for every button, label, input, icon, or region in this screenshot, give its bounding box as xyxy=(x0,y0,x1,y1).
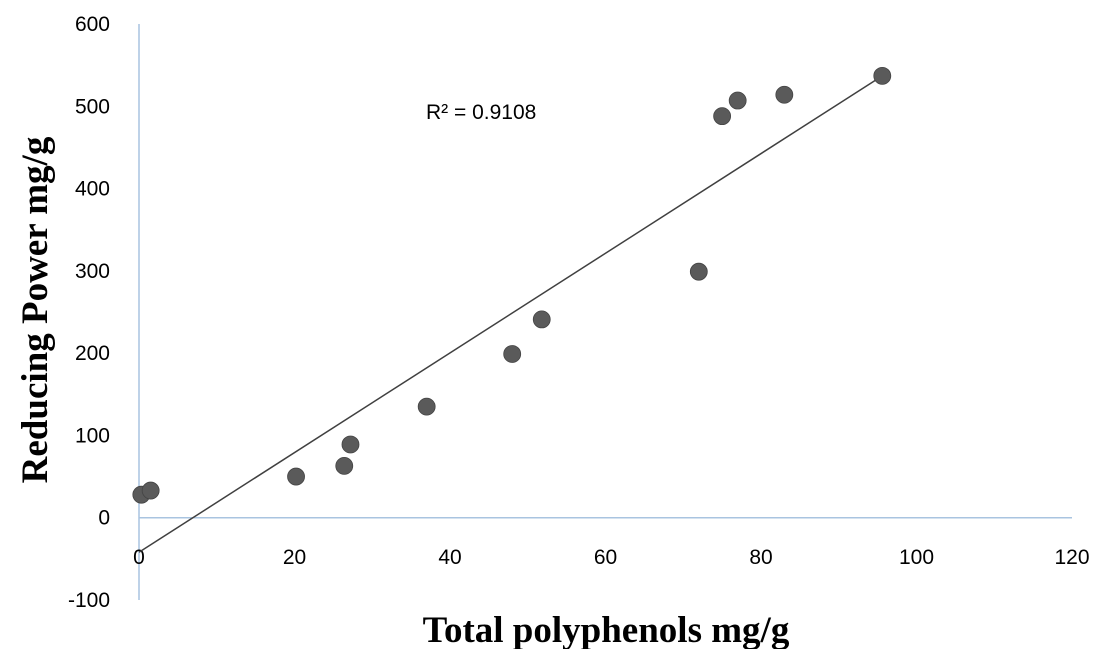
trendline-layer xyxy=(138,75,883,553)
tick-labels: 0 20 40 60 80 100 120 -100 0 100 200 300 400 500 600 xyxy=(68,13,1090,612)
y-tick-label-0: -100 xyxy=(68,589,110,612)
data-points xyxy=(132,66,892,504)
x-tick-label-4: 80 xyxy=(749,546,772,569)
y-tick-label-1: 0 xyxy=(98,507,110,530)
data-point-2 xyxy=(287,467,305,486)
y-tick-label-4: 300 xyxy=(75,260,110,283)
y-tick-label-3: 200 xyxy=(75,342,110,365)
axes xyxy=(138,24,1072,600)
data-point-4 xyxy=(341,435,360,454)
data-point-1 xyxy=(141,481,160,500)
data-point-11 xyxy=(775,85,794,104)
y-tick-label-6: 500 xyxy=(75,95,110,118)
data-point-3 xyxy=(335,456,354,475)
x-tick-label-3: 60 xyxy=(594,546,617,569)
y-axis-title: Reducing Power mg/g xyxy=(15,136,56,483)
data-point-9 xyxy=(713,107,732,126)
y-tick-label-5: 400 xyxy=(75,178,110,201)
trendline xyxy=(138,75,883,553)
x-tick-label-1: 20 xyxy=(283,546,306,569)
data-point-5 xyxy=(417,397,436,416)
data-point-7 xyxy=(532,310,551,329)
x-tick-label-6: 120 xyxy=(1054,546,1089,569)
x-tick-label-2: 40 xyxy=(438,546,461,569)
y-tick-label-7: 600 xyxy=(75,13,110,36)
data-point-6 xyxy=(503,345,522,363)
data-point-8 xyxy=(689,262,708,281)
x-axis-title: Total polyphenols mg/g xyxy=(423,610,790,649)
data-point-12 xyxy=(873,66,892,85)
x-tick-label-0: 0 xyxy=(133,546,145,569)
y-tick-label-2: 100 xyxy=(75,424,110,447)
r-squared-annotation: R² = 0.9108 xyxy=(426,101,536,124)
x-tick-label-5: 100 xyxy=(899,546,934,569)
data-point-10 xyxy=(728,91,747,110)
